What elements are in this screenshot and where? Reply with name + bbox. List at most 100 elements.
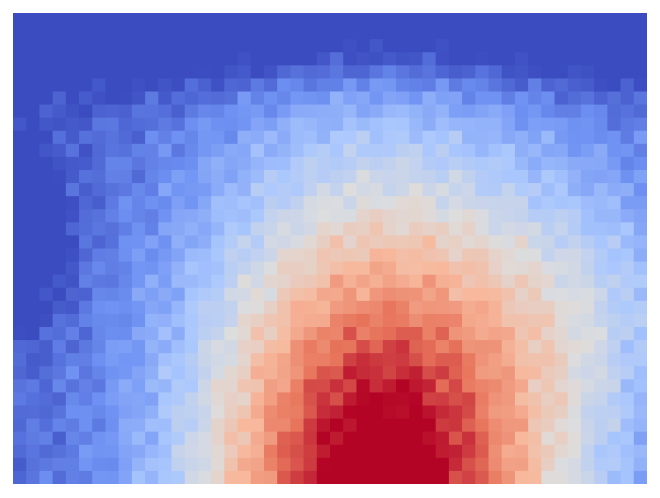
heatmap-cell [620,39,635,53]
heatmap-cell [528,248,542,263]
heatmap-cell [131,287,146,302]
heatmap-cell [211,418,225,433]
heatmap-cell [594,274,608,289]
heatmap-cell [580,222,595,237]
heatmap-cell [475,91,490,106]
heatmap-cell [13,222,27,237]
heatmap-cell [422,91,437,106]
heatmap-cell [528,130,542,145]
heatmap-cell [594,353,608,367]
heatmap-cell [554,261,569,276]
heatmap-cell [501,313,516,328]
heatmap-cell [290,170,305,184]
heatmap-cell [422,26,437,40]
heatmap-cell [409,457,424,472]
heatmap-cell [224,300,239,315]
heatmap-cell [554,65,569,80]
heatmap-cell [145,117,159,132]
heatmap-cell [554,143,569,158]
heatmap-cell [211,457,225,472]
heatmap-cell [462,353,476,367]
heatmap-cell [290,117,305,132]
heatmap-cell [409,470,424,484]
heatmap-cell [237,431,252,446]
heatmap-cell [501,470,516,484]
heatmap-cell [118,196,133,210]
heatmap-cell [475,444,490,459]
heatmap-cell [277,431,291,446]
heatmap-cell [633,287,647,302]
heatmap-cell [382,156,397,171]
heatmap-cell [263,470,278,484]
heatmap-cell [462,444,476,459]
heatmap-cell [118,183,133,197]
heatmap-cell [475,209,490,223]
heatmap-cell [171,13,186,27]
heatmap-cell [528,418,542,433]
heatmap-cell [567,26,582,40]
heatmap-cell [105,353,120,367]
heatmap-cell [607,39,622,53]
heatmap-cell [79,340,93,354]
heatmap-cell [197,104,212,119]
heatmap-cell [541,117,556,132]
heatmap-cell [488,366,503,380]
heatmap-cell [488,222,503,237]
heatmap-cell [316,39,331,53]
heatmap-cell [541,143,556,158]
heatmap-cell [303,274,318,289]
heatmap-cell [462,405,476,420]
heatmap-cell [13,444,27,459]
heatmap-cell [541,327,556,341]
heatmap-cell [448,379,463,394]
heatmap-cell [541,300,556,315]
heatmap-cell [330,78,344,93]
heatmap-cell [303,209,318,223]
heatmap-cell [158,78,173,93]
heatmap-cell [158,143,173,158]
heatmap-cell [633,13,647,27]
heatmap-cell [528,65,542,80]
heatmap-cell [396,444,410,459]
heatmap-cell [330,52,344,66]
heatmap-cell [197,130,212,145]
heatmap-cell [501,248,516,263]
heatmap-cell [594,366,608,380]
heatmap-cell [197,183,212,197]
heatmap-cell [131,248,146,263]
heatmap-cell [554,470,569,484]
heatmap-cell [356,379,371,394]
heatmap-cell [224,431,239,446]
heatmap-cell [382,353,397,367]
heatmap-cell [118,156,133,171]
heatmap-cell [118,91,133,106]
heatmap-cell [65,248,80,263]
heatmap-cell [488,457,503,472]
heatmap-cell [184,327,199,341]
heatmap-cell [184,117,199,132]
heatmap-cell [528,209,542,223]
heatmap-cell [633,222,647,237]
heatmap-cell [330,418,344,433]
heatmap-cell [369,222,384,237]
heatmap-cell [633,457,647,472]
heatmap-cell [409,156,424,171]
heatmap-cell [343,431,358,446]
heatmap-cell [435,91,450,106]
heatmap-cell [118,353,133,367]
heatmap-cell [356,313,371,328]
heatmap-cell [26,156,41,171]
heatmap-cell [488,353,503,367]
heatmap-cell [382,143,397,158]
heatmap-cell [435,196,450,210]
heatmap-cell [462,313,476,328]
heatmap-cell [184,353,199,367]
heatmap-cell [158,405,173,420]
heatmap-cell [528,340,542,354]
heatmap-cell [462,457,476,472]
heatmap-cell [369,183,384,197]
heatmap-cell [501,170,516,184]
heatmap-cell [422,405,437,420]
heatmap-cell [26,183,41,197]
heatmap-cell [92,91,107,106]
